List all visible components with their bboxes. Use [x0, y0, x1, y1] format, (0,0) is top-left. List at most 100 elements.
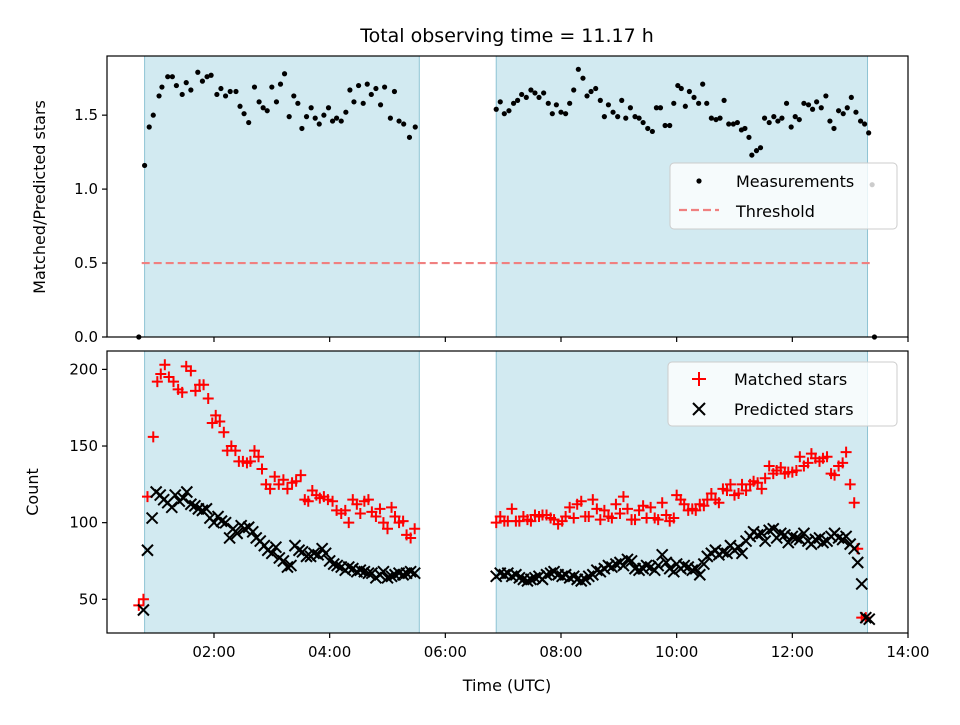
bottom-observing-window-1 [144, 350, 420, 634]
predicted-star-point [404, 565, 417, 578]
matched-star-point [752, 477, 764, 489]
matched-star-point [137, 593, 149, 605]
measurement-point [343, 109, 349, 115]
measurement-point [214, 91, 220, 98]
measurement-point [857, 118, 864, 124]
measurement-point [222, 93, 229, 99]
matched-star-point [397, 515, 409, 527]
measurement-point [814, 99, 820, 105]
measurement-point [329, 118, 336, 124]
predicted-star-point [319, 547, 332, 560]
measurement-point [299, 125, 305, 132]
measurement-point [713, 116, 719, 123]
matched-star-point [343, 517, 355, 529]
matched-star-point [302, 495, 314, 507]
measurement-point [256, 99, 262, 105]
top-y-tick-label: 0.0 [74, 328, 98, 346]
matched-star-point [660, 509, 672, 521]
predicted-star-point [184, 498, 198, 511]
measurement-point [675, 82, 681, 89]
matched-star-point [210, 409, 222, 421]
measurement-point [696, 100, 702, 106]
measurement-point [406, 134, 413, 140]
measurement-point [286, 114, 292, 120]
predicted-star-point [720, 547, 734, 560]
predicted-star-point [660, 556, 673, 569]
top-y-tick-label: 0.5 [74, 254, 98, 272]
matched-star-point [198, 379, 210, 391]
measurement-point [734, 119, 740, 126]
measurement-point [264, 108, 270, 114]
measurement-point [387, 115, 393, 121]
measurement-point [671, 100, 677, 106]
measurement-point [649, 128, 655, 135]
predicted-star-point [693, 568, 707, 581]
measurement-point [199, 78, 206, 84]
measurement-point [246, 119, 252, 126]
matched-star-point [490, 517, 502, 529]
measurement-point [165, 74, 171, 80]
predicted-star-point [655, 548, 669, 562]
measurement-point [605, 102, 612, 108]
measurement-point [501, 111, 507, 117]
matched-star-point [763, 460, 775, 472]
measurement-point [682, 103, 688, 109]
measurement-point [251, 84, 258, 90]
matched-star-point [610, 498, 622, 510]
predicted-star-point [141, 544, 154, 557]
measurement-point [233, 88, 239, 95]
top-y-tick-label: 1.5 [74, 106, 98, 124]
top-legend-box [669, 162, 898, 230]
measurement-point [169, 74, 175, 80]
measurement-point [691, 94, 697, 101]
predicted-star-point [617, 559, 630, 572]
measurement-point [640, 119, 646, 126]
matched-star-point [264, 483, 276, 495]
measurement-point [779, 115, 785, 121]
matched-star-point [790, 465, 802, 477]
predicted-star-point [790, 531, 803, 545]
measurement-point [338, 118, 344, 124]
predicted-star-point [848, 542, 861, 555]
predicted-star-point [782, 536, 795, 549]
matched-star-point [756, 483, 768, 495]
matched-star-point [253, 451, 265, 463]
x-tick-label: 12:00 [771, 643, 814, 661]
predicted-star-point [330, 559, 344, 572]
bottom-series-predicted-stars [137, 485, 876, 626]
measurement-point [593, 85, 599, 92]
measurement-point [742, 125, 748, 132]
matched-star-point [354, 507, 366, 519]
matched-star-point [374, 503, 386, 515]
measurement-point [749, 152, 755, 158]
predicted-star-point [137, 603, 150, 617]
matched-star-point [277, 474, 289, 486]
predicted-star-point [786, 530, 799, 543]
top-y-axis-label: Matched/Predicted stars [30, 100, 49, 294]
measurement-point [364, 81, 370, 87]
measurement-point [541, 90, 547, 96]
measurement-point [831, 125, 837, 132]
measurement-point [156, 93, 162, 99]
predicted-star-point [809, 533, 822, 546]
matched-star-point [668, 512, 680, 524]
measurement-point [368, 91, 374, 98]
matched-star-point [844, 478, 856, 490]
predicted-star-point [307, 547, 321, 560]
matched-star-point [724, 478, 736, 490]
top-series-measurements [136, 66, 878, 340]
measurement-point [619, 97, 625, 103]
predicted-star-point [284, 559, 298, 572]
predicted-star-point [524, 573, 538, 586]
measurement-point [528, 87, 534, 93]
legend-threshold-label: Threshold [735, 202, 815, 221]
matched-star-point [645, 501, 657, 513]
matched-star-point [386, 501, 398, 513]
measurement-point [580, 75, 586, 81]
matched-star-point [705, 488, 717, 500]
measurement-point [853, 109, 859, 115]
bottom-axes-frame [106, 350, 909, 634]
matched-star-point [176, 386, 188, 398]
measurement-point [667, 122, 673, 129]
measurement-point [545, 100, 551, 106]
